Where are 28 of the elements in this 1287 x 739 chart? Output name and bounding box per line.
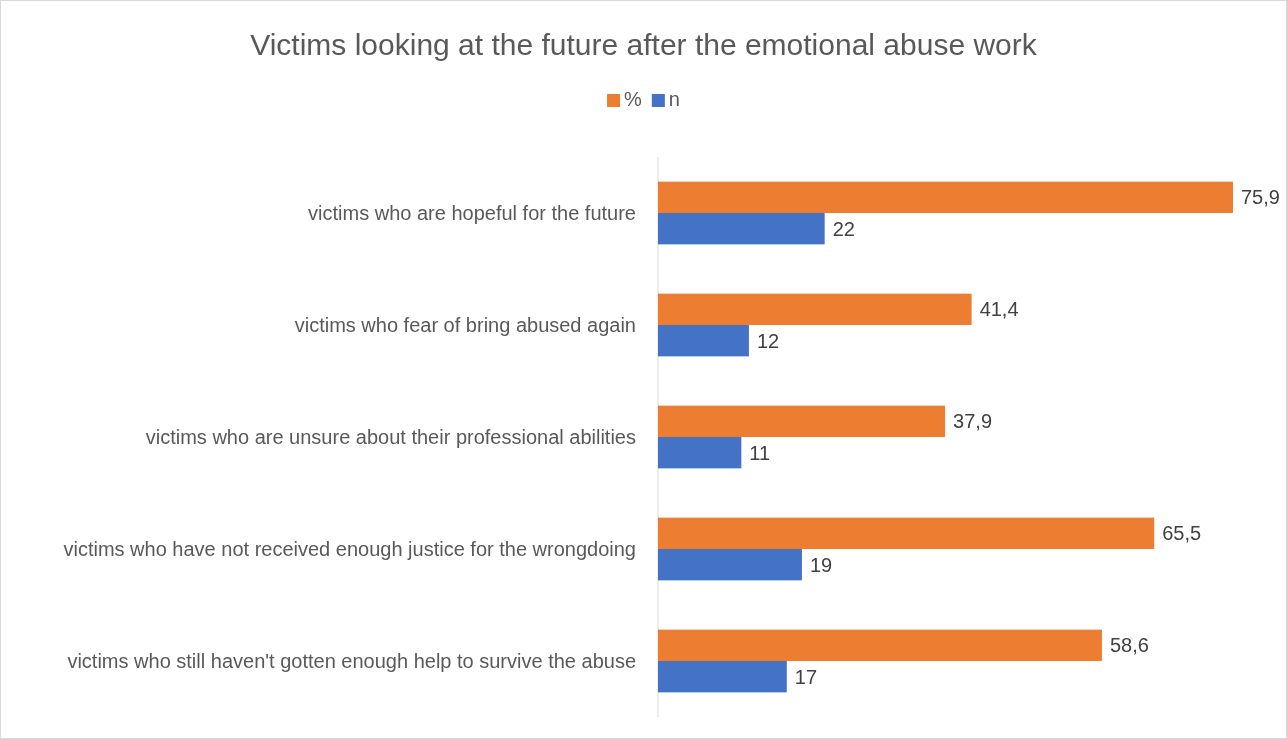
data-label: 12 [756,329,780,352]
y-tick-label: victims who still haven't gotten enough help to survive the abuse [67,650,636,672]
bar [658,661,787,693]
data-label: 11 [749,441,771,464]
data-label: 65,5 [1162,522,1202,545]
chart-title: Victims looking at the future after the emotional abuse work [250,28,1038,61]
data-label: 22 [832,217,855,240]
bar [658,437,742,469]
bar [658,517,1155,549]
bar [658,213,825,245]
data-label: 19 [809,553,833,576]
data-label: 58,6 [1109,634,1149,657]
bar [658,629,1102,661]
data-label: 75,9 [1241,186,1280,209]
y-tick-label: victims who are hopeful for the future [308,202,636,224]
data-label: 41,4 [979,298,1019,321]
y-tick-label: victims who are unsure about their professional abilities [145,426,636,448]
bar [658,181,1233,213]
legend-label: % [624,88,643,110]
bar [658,405,946,437]
bar [658,325,749,357]
y-tick-label: victims who have not received enough justice for the wrongdoing [63,538,636,560]
bar [658,293,972,325]
bar [658,549,802,581]
legend-label: n [668,88,680,110]
data-label: 37,9 [953,410,993,433]
y-tick-label: victims who fear of bring abused again [294,314,636,336]
data-label: 17 [794,665,818,688]
